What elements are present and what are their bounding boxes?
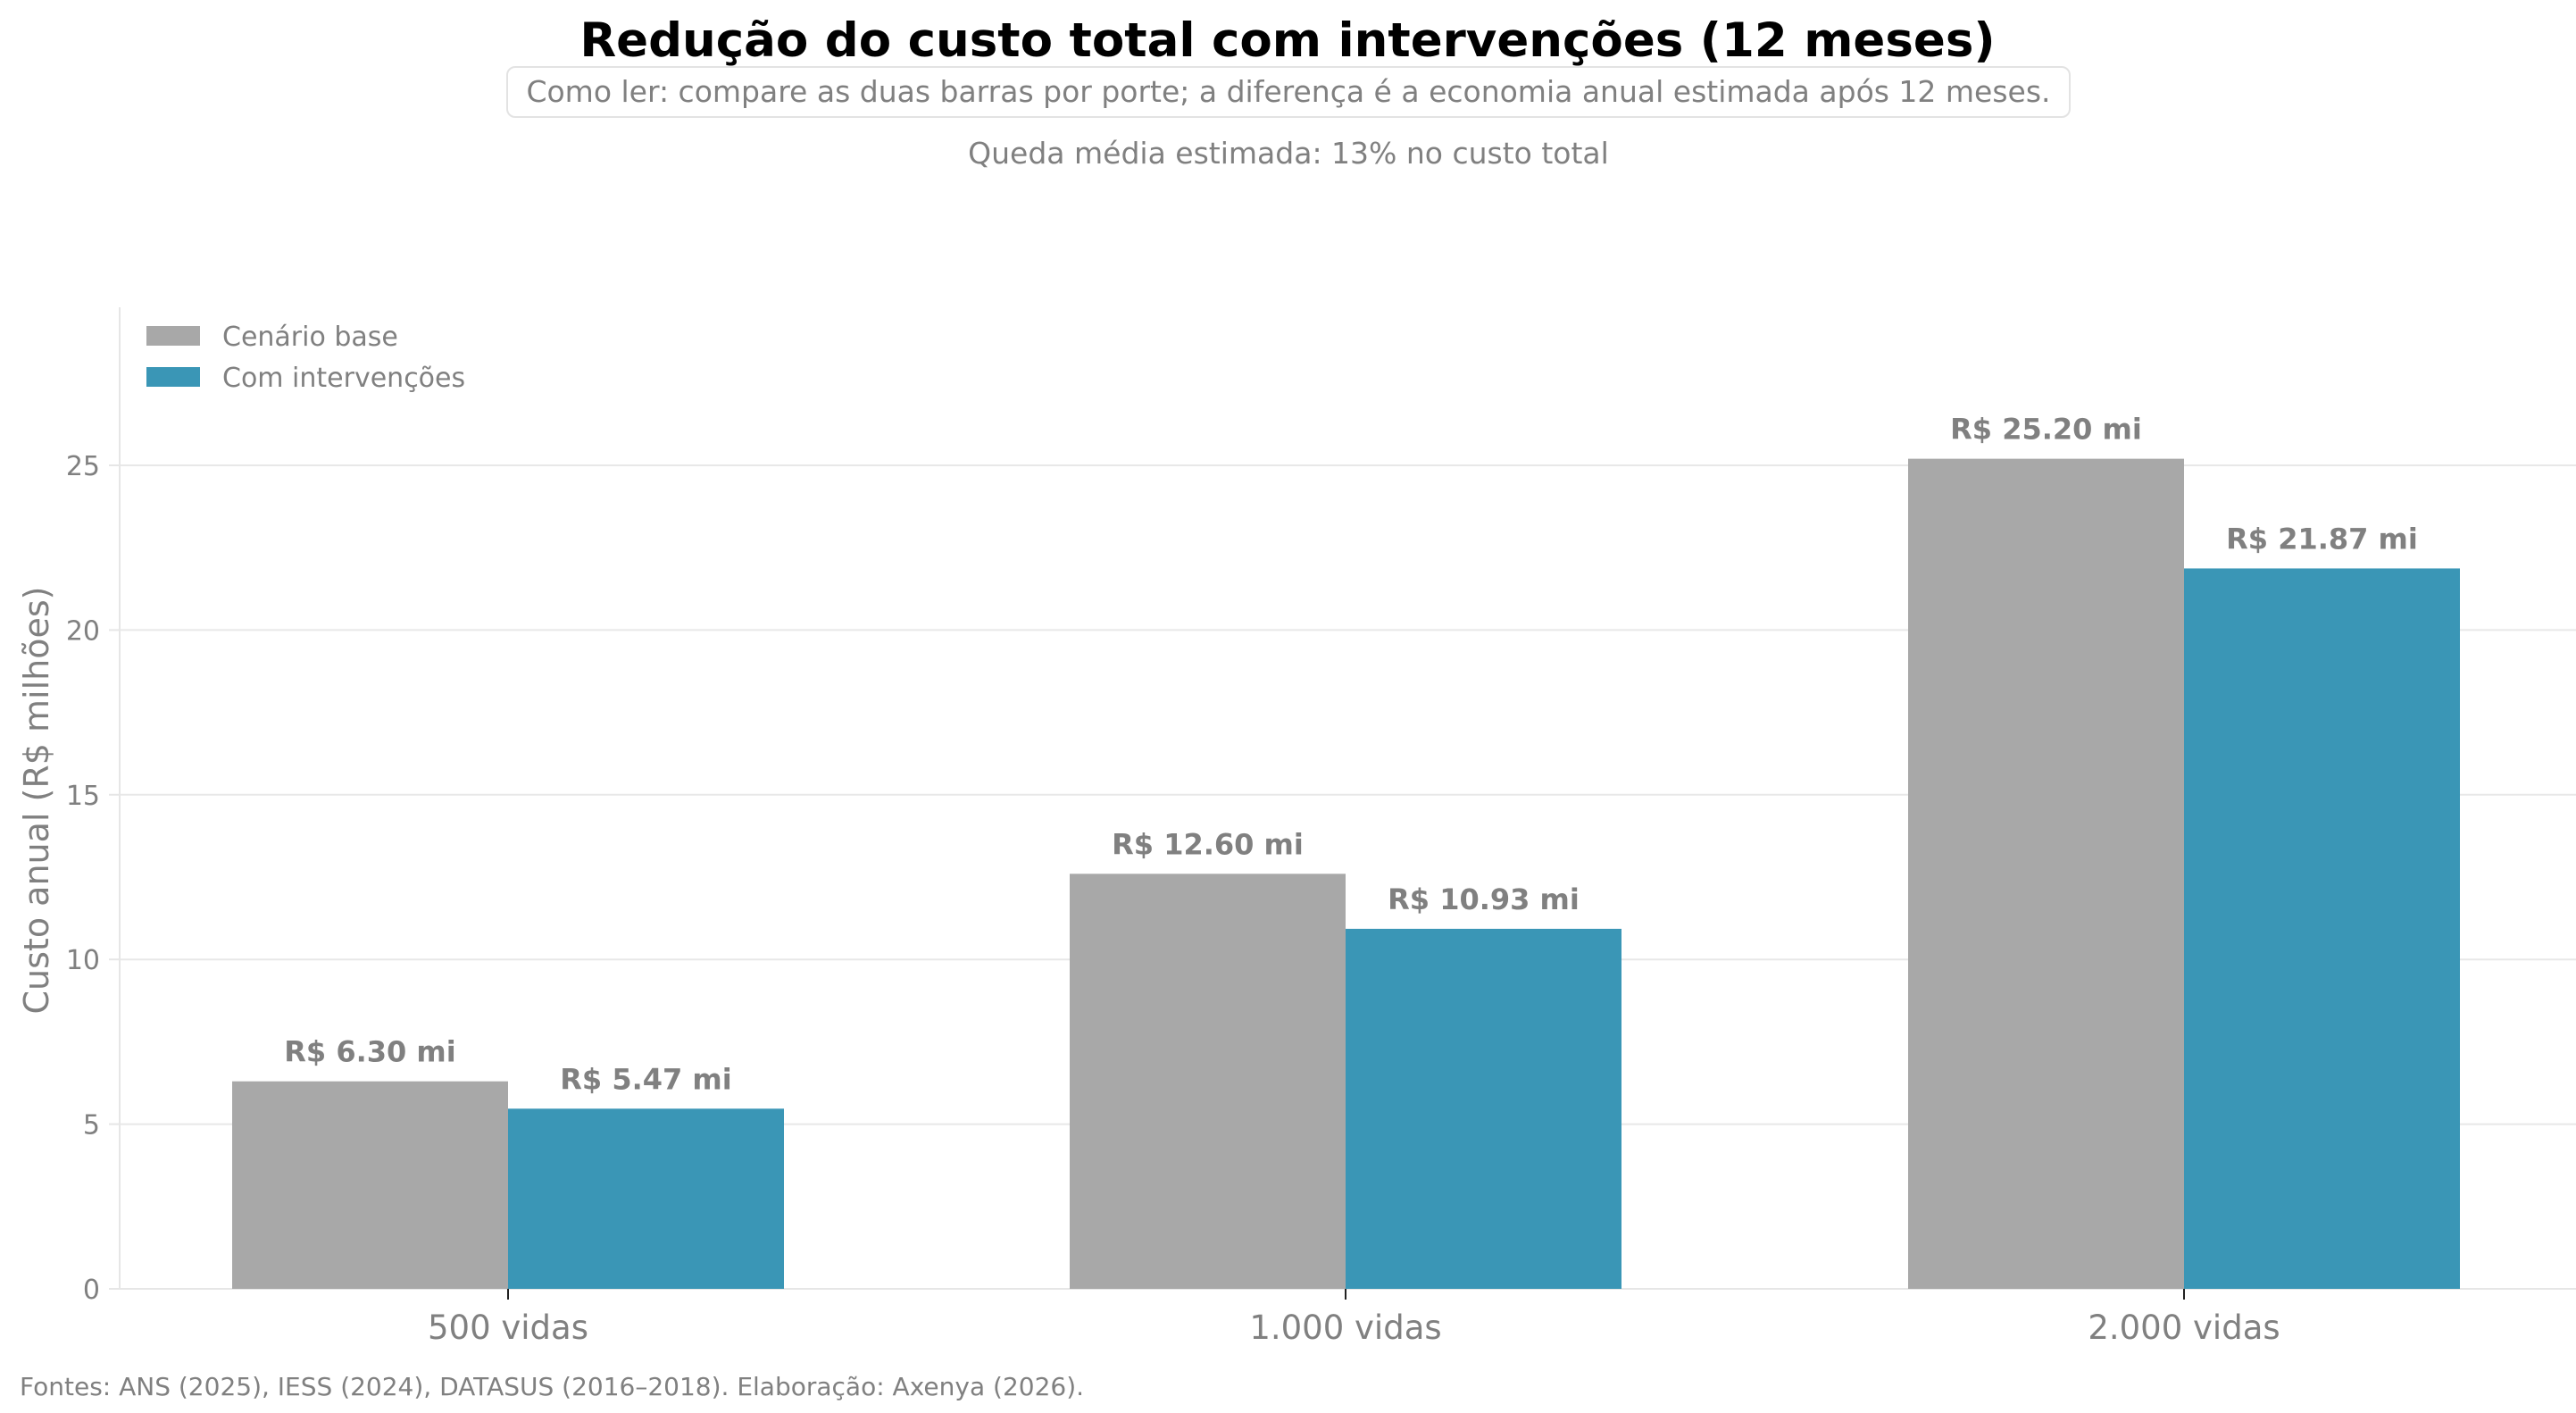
value-label-intervencoes-2: R$ 21.87 mi xyxy=(2226,522,2418,556)
y-tick-label-15: 15 xyxy=(66,781,100,812)
chart-footer: Fontes: ANS (2025), IESS (2024), DATASUS… xyxy=(20,1372,1084,1401)
chart-annotation: Queda média estimada: 13% no custo total xyxy=(968,136,1609,171)
bar-base-1 xyxy=(1070,874,1346,1289)
y-axis-label: Custo anual (R$ milhões) xyxy=(17,587,56,1015)
y-tick-label-25: 25 xyxy=(66,451,100,482)
x-tick-label-0: 500 vidas xyxy=(428,1308,588,1347)
value-label-base-2: R$ 25.20 mi xyxy=(1950,413,2142,447)
legend: Cenário base Com intervenções xyxy=(146,322,465,394)
ticks-layer: 0 5 10 15 20 25 500 vidas 1.000 vidas 2.000 vida… xyxy=(66,451,2280,1347)
y-tick-label-20: 20 xyxy=(66,615,100,647)
bar-intervencoes-1 xyxy=(1346,928,1621,1289)
bars-layer xyxy=(232,458,2460,1289)
chart-title: Redução do custo total com intervenções … xyxy=(579,13,1995,68)
value-label-base-0: R$ 6.30 mi xyxy=(284,1035,455,1069)
bar-intervencoes-0 xyxy=(508,1108,784,1289)
bar-base-0 xyxy=(232,1081,508,1289)
chart-subtitle: Como ler: compare as duas barras por por… xyxy=(526,74,2050,109)
subtitle-box xyxy=(506,66,2071,118)
bar-intervencoes-2 xyxy=(2184,568,2460,1289)
y-tick-label-0: 0 xyxy=(83,1275,100,1306)
legend-label-cenario-base: Cenário base xyxy=(222,322,398,353)
y-tick-label-10: 10 xyxy=(66,945,100,976)
legend-swatch-cenario-base xyxy=(146,326,200,346)
x-tick-label-1: 1.000 vidas xyxy=(1249,1308,1441,1347)
value-labels-layer: R$ 6.30 mi R$ 12.60 mi R$ 25.20 mi R$ 5.47 … xyxy=(284,413,2418,1097)
y-tick-label-5: 5 xyxy=(83,1110,100,1141)
value-label-intervencoes-1: R$ 10.93 mi xyxy=(1388,882,1580,916)
value-label-base-1: R$ 12.60 mi xyxy=(1112,827,1304,861)
legend-swatch-com-intervencoes xyxy=(146,367,200,387)
bar-base-2 xyxy=(1908,458,2184,1289)
legend-label-com-intervencoes: Com intervenções xyxy=(222,363,465,394)
value-label-intervencoes-0: R$ 5.47 mi xyxy=(560,1062,731,1096)
x-tick-label-2: 2.000 vidas xyxy=(2088,1308,2280,1347)
